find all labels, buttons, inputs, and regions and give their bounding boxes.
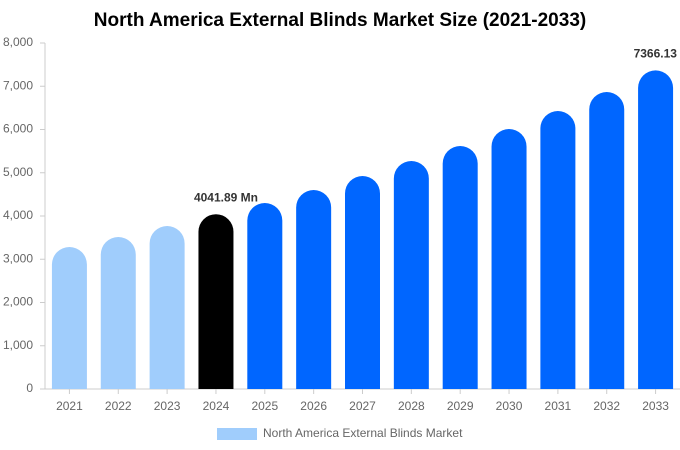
x-tick-label: 2026 (300, 399, 327, 413)
y-tick-label: 6,000 (3, 122, 33, 136)
y-tick-label: 0 (26, 381, 33, 395)
bar (540, 110, 576, 389)
x-tick-label: 2027 (349, 399, 376, 413)
x-tick-label: 2031 (545, 399, 572, 413)
bar (296, 190, 332, 389)
y-tick-label: 5,000 (3, 165, 33, 179)
y-tick-label: 4,000 (3, 208, 33, 222)
bar (149, 225, 185, 389)
bar (491, 128, 527, 389)
bar (638, 70, 674, 389)
x-tick-label: 2028 (398, 399, 425, 413)
x-tick-label: 2032 (593, 399, 620, 413)
value-label: 7366.13 Mn (634, 47, 680, 61)
y-tick-label: 8,000 (3, 35, 33, 49)
y-tick-label: 2,000 (3, 295, 33, 309)
legend-swatch (217, 428, 257, 440)
x-tick-label: 2022 (105, 399, 132, 413)
x-tick-label: 2029 (447, 399, 474, 413)
y-tick-label: 1,000 (3, 338, 33, 352)
x-tick-label: 2025 (251, 399, 278, 413)
y-tick-label: 7,000 (3, 78, 33, 92)
bar (198, 214, 234, 389)
x-tick-label: 2030 (496, 399, 523, 413)
bar (442, 146, 478, 389)
bar (345, 175, 380, 389)
value-label: 4041.89 Mn (194, 190, 258, 204)
x-tick-label: 2024 (203, 399, 230, 413)
x-tick-label: 2023 (154, 399, 181, 413)
bar (247, 203, 283, 389)
x-tick-label: 2021 (56, 399, 83, 413)
legend-label: North America External Blinds Market (263, 426, 463, 440)
x-tick-label: 2033 (642, 399, 669, 413)
bar (51, 247, 87, 389)
bar (589, 92, 625, 389)
chart-title: North America External Blinds Market Siz… (94, 10, 586, 31)
y-tick-label: 3,000 (3, 251, 33, 265)
bar (100, 237, 136, 389)
bar (393, 160, 429, 389)
